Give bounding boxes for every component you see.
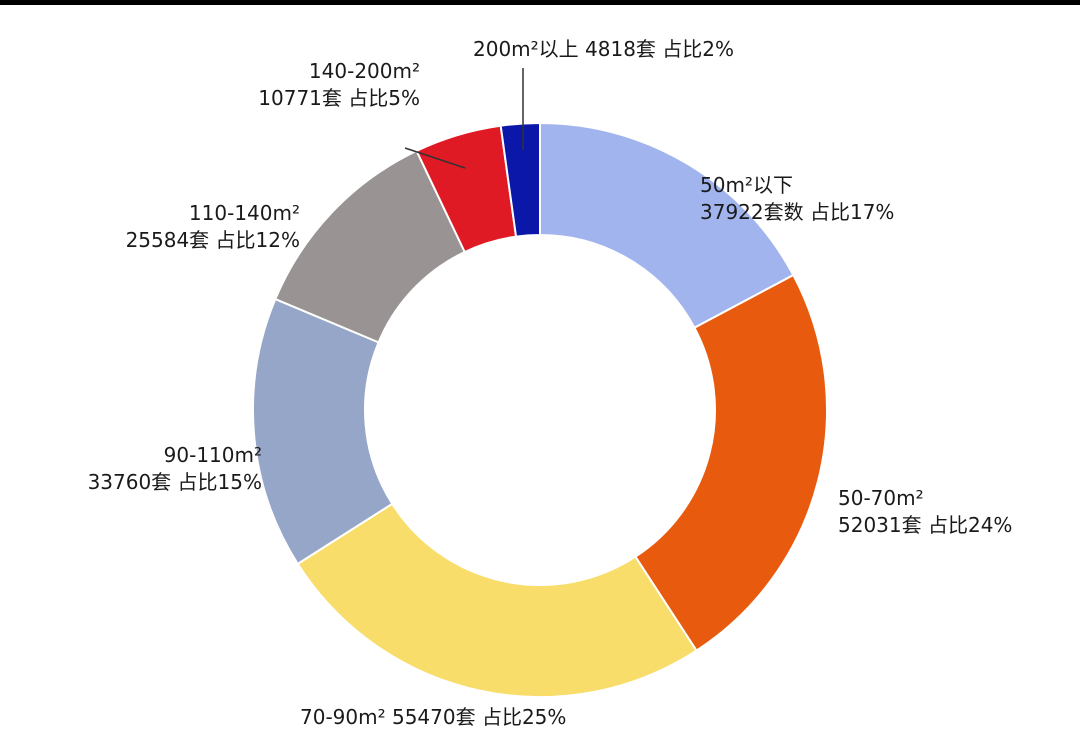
slice-label-5-range: 140-200m² <box>308 59 420 83</box>
slice-label-4-detail: 25584套 占比12% <box>125 228 300 252</box>
donut-slice-6 <box>499 121 541 238</box>
slice-label-0-range: 50m²以下 <box>700 173 793 197</box>
slice-label-4: 110-140m² 25584套 占比12% <box>60 200 300 254</box>
slice-label-3-range: 90-110m² <box>163 443 262 467</box>
slice-label-6: 200m²以上 4818套 占比2% <box>473 36 734 63</box>
slice-label-1-range: 50-70m² <box>838 486 924 510</box>
slice-label-1-detail: 52031套 占比24% <box>838 513 1013 537</box>
donut-slices <box>252 121 828 698</box>
slice-label-0-detail: 37922套数 占比17% <box>700 200 895 224</box>
slice-label-2-text: 70-90m² 55470套 占比25% <box>300 705 567 729</box>
leader-lines <box>404 68 524 169</box>
slice-label-3-detail: 33760套 占比15% <box>87 470 262 494</box>
slice-label-2: 70-90m² 55470套 占比25% <box>300 704 566 731</box>
slice-label-0: 50m²以下 37922套数 占比17% <box>700 172 894 226</box>
leader-line-140-200 <box>404 147 466 169</box>
donut-slice-2 <box>296 502 698 698</box>
slice-label-4-range: 110-140m² <box>188 201 300 225</box>
slice-label-3: 90-110m² 33760套 占比15% <box>30 442 262 496</box>
donut-slice-1 <box>634 273 828 652</box>
slice-label-1: 50-70m² 52031套 占比24% <box>838 485 1012 539</box>
top-bar <box>0 0 1080 5</box>
slice-label-5-detail: 10771套 占比5% <box>258 86 420 110</box>
slice-label-5: 140-200m² 10771套 占比5% <box>200 58 420 112</box>
slice-label-6-text: 200m²以上 4818套 占比2% <box>473 37 735 61</box>
